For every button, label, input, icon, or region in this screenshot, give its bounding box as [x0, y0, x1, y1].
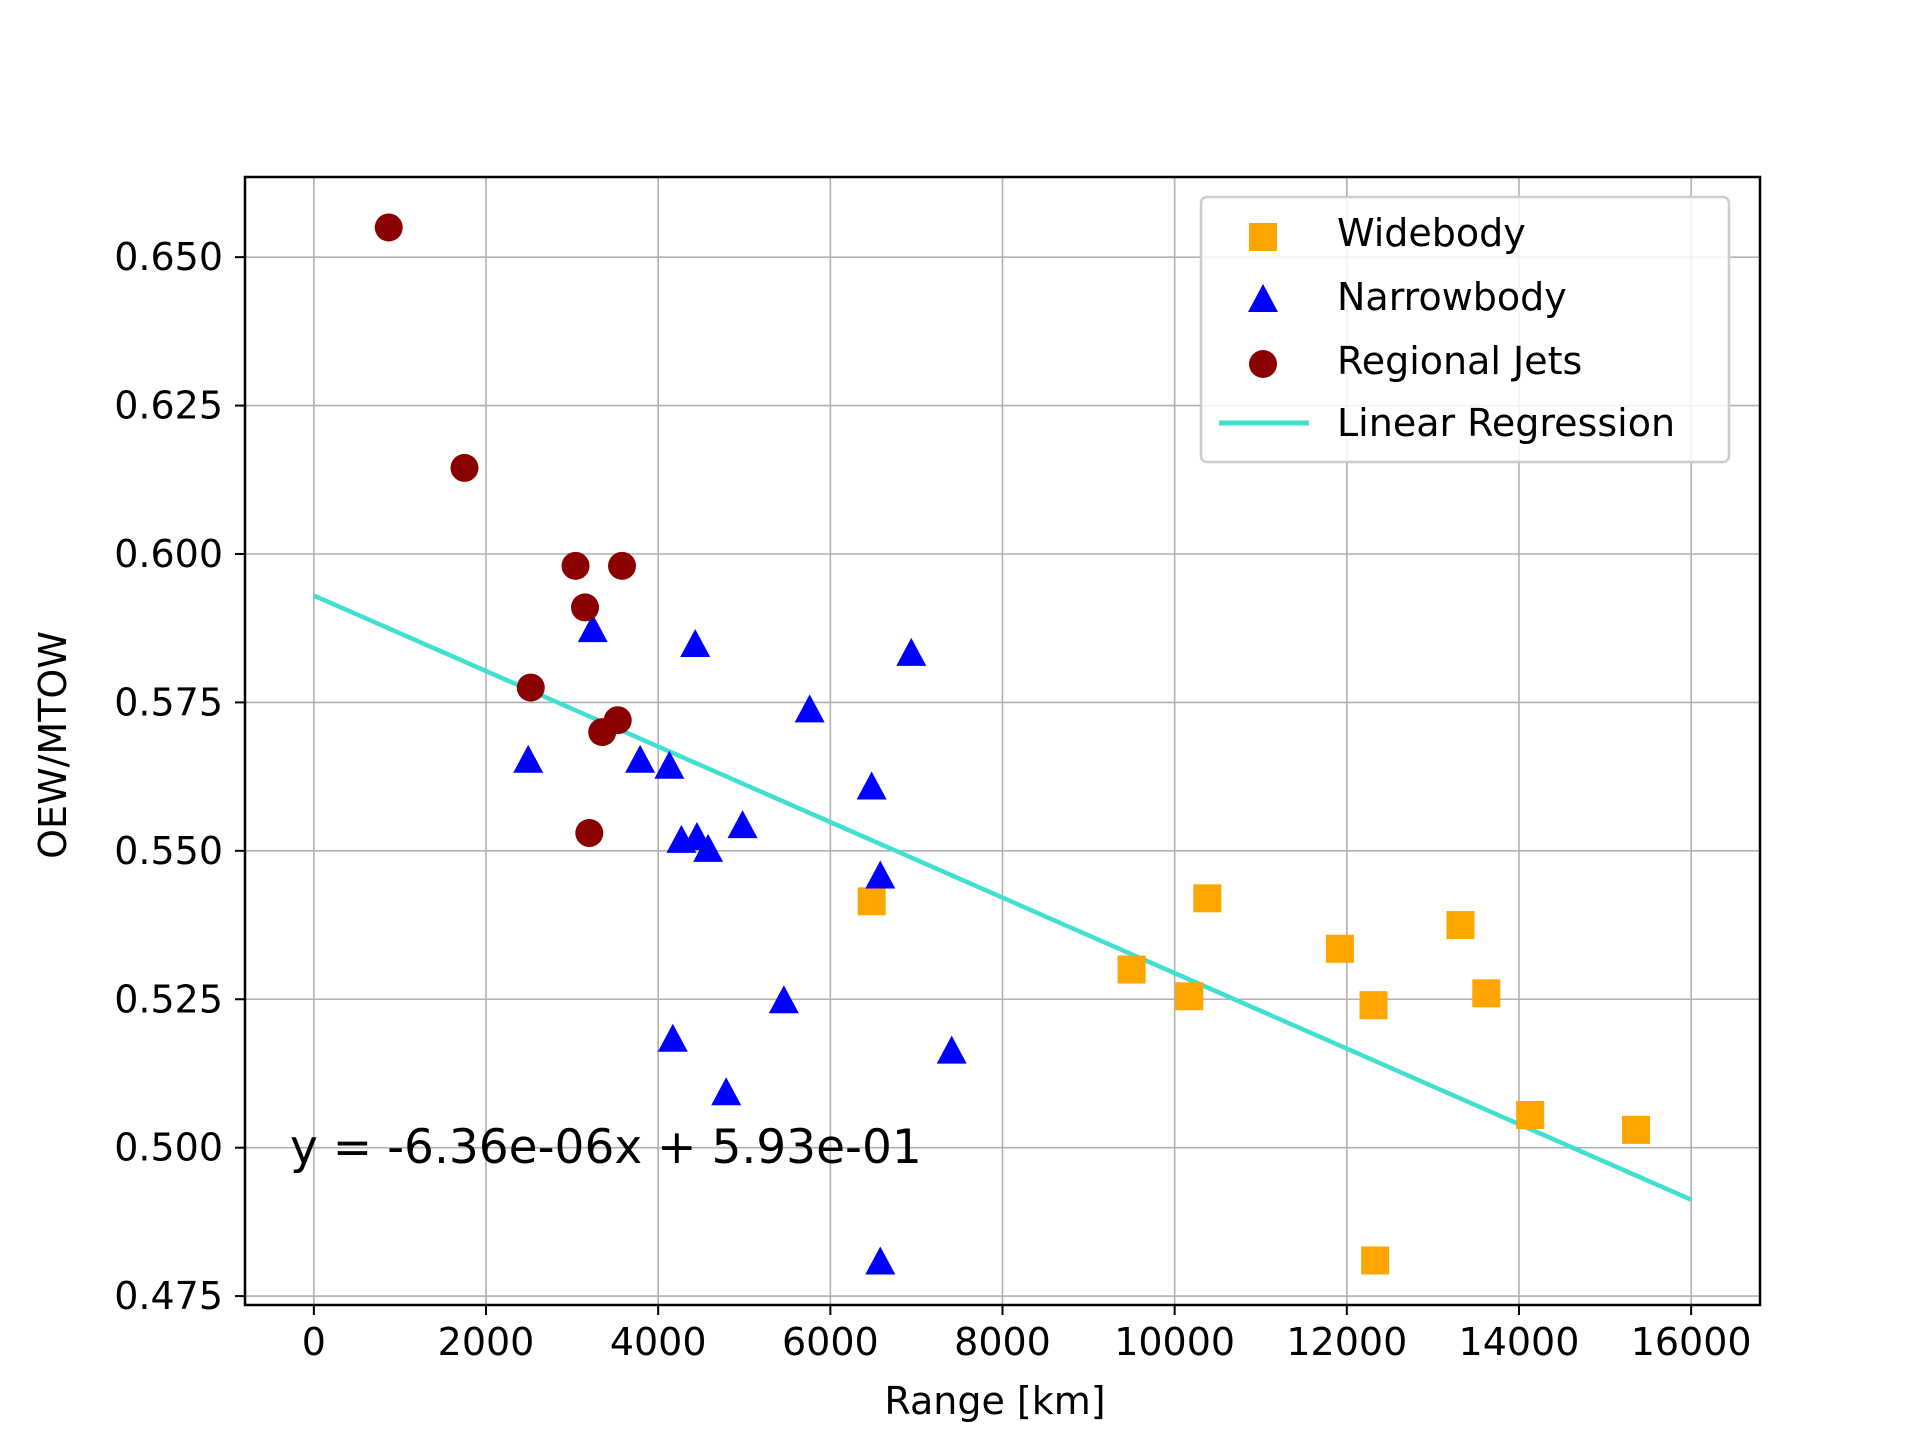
legend-regional-jets-label: Regional Jets — [1337, 339, 1582, 383]
narrowbody-point — [768, 985, 799, 1014]
regional-jets-point — [608, 551, 637, 580]
y-tick-label: 0.625 — [114, 384, 223, 428]
axis-ticks: 0 2000 4000 6000 8000 10000 12000 14000 16000 0.4… — [114, 235, 1751, 1364]
legend-narrowbody-label: Narrowbody — [1337, 275, 1567, 319]
x-tick-label: 2000 — [438, 1320, 535, 1364]
x-tick-label: 14000 — [1459, 1320, 1580, 1364]
y-tick-label: 0.575 — [114, 680, 223, 724]
y-tick-label: 0.600 — [114, 532, 223, 576]
x-tick-label: 16000 — [1631, 1320, 1752, 1364]
widebody-point — [1325, 934, 1354, 963]
narrowbody-point — [865, 1246, 896, 1275]
widebody-point — [1516, 1101, 1545, 1130]
y-tick-label: 0.500 — [114, 1126, 223, 1170]
widebody-point — [1117, 955, 1146, 984]
widebody-point — [1622, 1115, 1651, 1144]
regional-jets-point — [374, 213, 403, 242]
x-tick-label: 4000 — [610, 1320, 707, 1364]
regression-line — [312, 593, 1693, 1202]
narrowbody-point — [577, 614, 608, 643]
regional-jets-point — [603, 706, 632, 735]
narrowbody-point — [657, 1023, 688, 1052]
narrowbody-point — [936, 1035, 967, 1064]
x-axis-label: Range [km] — [884, 1379, 1105, 1423]
regional-jets-point — [516, 673, 545, 702]
narrowbody-point — [896, 637, 927, 666]
regression-layer — [312, 593, 1693, 1202]
y-tick-label: 0.650 — [114, 235, 223, 279]
y-tick-label: 0.550 — [114, 829, 223, 873]
y-tick-label: 0.525 — [114, 977, 223, 1021]
regional-jets-point — [450, 453, 479, 482]
regression-equation: y = -6.36e-06x + 5.93e-01 — [290, 1120, 922, 1175]
narrowbody-point — [794, 694, 825, 723]
legend-regression-label: Linear Regression — [1337, 401, 1675, 445]
regional-jets-point — [561, 551, 590, 580]
legend-widebody-marker — [1249, 223, 1277, 251]
x-tick-label: 8000 — [954, 1320, 1051, 1364]
data-points — [374, 213, 1651, 1275]
widebody-point — [1472, 979, 1501, 1008]
narrowbody-point — [625, 744, 656, 773]
narrowbody-point — [693, 833, 724, 862]
widebody-point — [1446, 911, 1475, 940]
narrowbody-point — [856, 771, 887, 800]
narrowbody-point — [680, 629, 711, 658]
x-tick-label: 0 — [302, 1320, 326, 1364]
widebody-point — [1175, 982, 1204, 1011]
narrowbody-point — [654, 750, 685, 779]
widebody-point — [857, 887, 886, 916]
narrowbody-point — [711, 1077, 742, 1106]
regional-jets-point — [575, 819, 604, 848]
widebody-point — [1359, 991, 1388, 1020]
x-tick-label: 6000 — [782, 1320, 879, 1364]
legend-widebody-label: Widebody — [1337, 211, 1526, 255]
legend-regional-jets-marker — [1249, 350, 1277, 378]
legend-narrowbody-marker — [1248, 284, 1278, 312]
widebody-point — [1193, 884, 1222, 913]
regional-jets-point — [571, 593, 600, 622]
narrowbody-point — [513, 744, 544, 773]
x-tick-label: 10000 — [1114, 1320, 1235, 1364]
widebody-point — [1361, 1246, 1390, 1275]
narrowbody-point — [865, 860, 896, 889]
y-tick-label: 0.475 — [114, 1274, 223, 1318]
x-tick-label: 12000 — [1286, 1320, 1407, 1364]
legend: Widebody Narrowbody Regional Jets Linear… — [1199, 195, 1731, 464]
y-axis-label: OEW/MTOW — [31, 631, 75, 859]
narrowbody-point — [727, 810, 758, 839]
legend-box — [1199, 195, 1731, 464]
